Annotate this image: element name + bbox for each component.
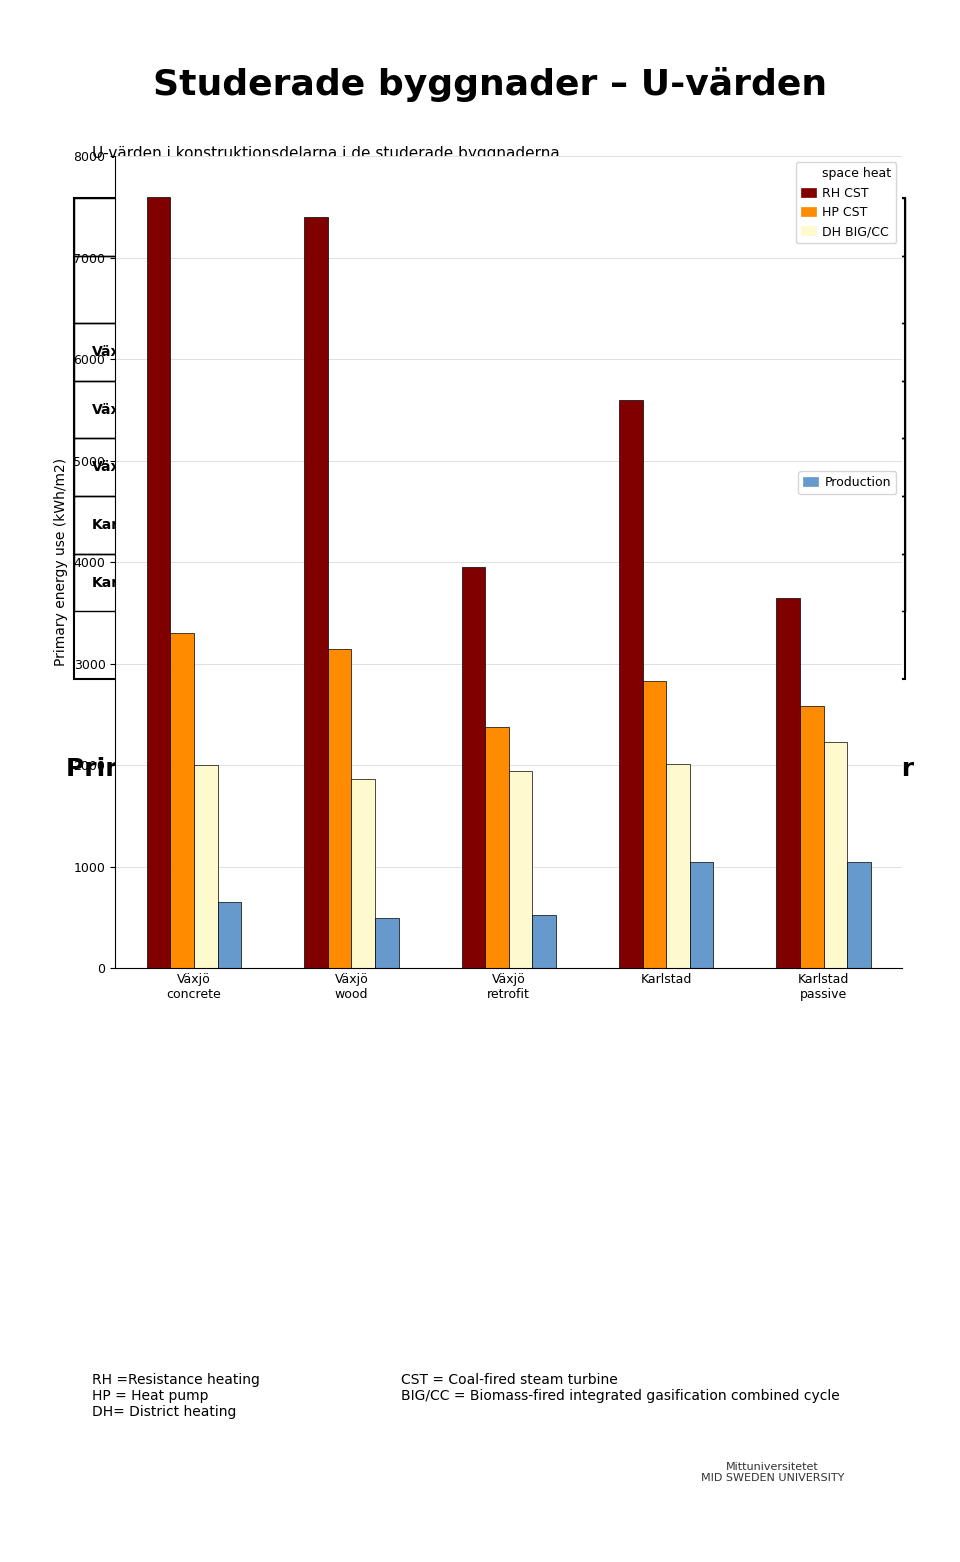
Bar (747, 381, 904, 439)
Text: 1,90: 1,90 (665, 345, 696, 359)
Bar (304, 217, 327, 968)
Text: Fönster: Fönster (655, 283, 707, 297)
Bar (340, 497, 481, 553)
Text: betong: betong (121, 345, 174, 359)
Text: 0,23: 0,23 (533, 461, 563, 475)
Text: Vinds-
bjälklag: Vinds- bjälklag (799, 275, 853, 305)
Bar (351, 778, 375, 968)
Text: 0,13: 0,13 (810, 345, 841, 359)
Text: 0,20: 0,20 (396, 461, 426, 475)
Bar (75, 381, 340, 439)
Text: 0,06: 0,06 (810, 575, 841, 589)
Bar (481, 381, 614, 439)
Bar (619, 400, 642, 968)
Bar (481, 323, 614, 381)
Bar (481, 256, 614, 323)
Text: 0,11: 0,11 (396, 575, 426, 589)
Text: U-värde (W/m²K): U-värde (W/m²K) (553, 219, 692, 236)
Bar (747, 553, 904, 611)
Bar (170, 634, 194, 968)
Bar (800, 706, 824, 968)
Text: 0,13: 0,13 (533, 519, 564, 533)
Text: 1,00: 1,00 (665, 519, 696, 533)
Bar (848, 862, 871, 968)
Text: 0,20: 0,20 (396, 345, 426, 359)
Bar (75, 256, 340, 323)
Bar (340, 439, 481, 497)
Bar (824, 742, 848, 968)
Text: 0,13: 0,13 (810, 461, 841, 475)
Bar (218, 903, 241, 968)
Bar (340, 256, 481, 323)
Y-axis label: Primary energy use (kWh/m2): Primary energy use (kWh/m2) (54, 458, 68, 667)
Bar (747, 323, 904, 381)
Text: Primärenergianvändning för att producera olika hus och för
byggnadsuppvärmning u: Primärenergianvändning för att producera… (65, 758, 914, 814)
Bar (462, 567, 485, 968)
Bar (194, 765, 218, 968)
Bar (666, 764, 690, 968)
Text: Väggar: Väggar (386, 283, 435, 297)
Text: Växjö: Växjö (92, 345, 135, 359)
Bar (777, 598, 800, 968)
Bar (690, 862, 713, 968)
Text: 0,06: 0,06 (810, 519, 841, 533)
Text: 0,20: 0,20 (396, 403, 426, 417)
Bar (614, 553, 747, 611)
Text: U-värden i konstruktionsdelarna i de studerade byggnaderna: U-värden i konstruktionsdelarna i de stu… (92, 145, 560, 161)
Bar (147, 197, 170, 968)
Legend: Production: Production (799, 472, 896, 494)
Text: Karlstad: Karlstad (92, 519, 158, 533)
Text: CST = Coal-fired steam turbine
BIG/CC = Biomass-fired integrated gasification co: CST = Coal-fired steam turbine BIG/CC = … (401, 1373, 840, 1403)
Text: passiv: passiv (138, 575, 186, 589)
Bar (340, 381, 481, 439)
Bar (614, 256, 747, 323)
Bar (485, 726, 509, 968)
Text: Golv: Golv (532, 283, 564, 297)
Bar (481, 553, 614, 611)
Bar (340, 198, 904, 256)
Text: 0,23: 0,23 (533, 345, 563, 359)
Bar (75, 439, 340, 497)
Text: 1,00: 1,00 (665, 461, 696, 475)
Bar (747, 439, 904, 497)
Bar (75, 198, 340, 256)
Text: 1,90: 1,90 (665, 403, 696, 417)
Text: Studerade byggnader – U-värden: Studerade byggnader – U-värden (153, 67, 827, 102)
Bar (747, 497, 904, 553)
Text: RH =Resistance heating
HP = Heat pump
DH= District heating: RH =Resistance heating HP = Heat pump DH… (92, 1373, 260, 1420)
Bar (614, 439, 747, 497)
Text: 0,11: 0,11 (396, 519, 426, 533)
Bar (614, 381, 747, 439)
Text: trä, förbättrat: trä, förbättrat (121, 461, 222, 475)
Text: Växjö: Växjö (92, 403, 135, 417)
Bar (481, 497, 614, 553)
Bar (340, 553, 481, 611)
Text: Växjö: Växjö (92, 461, 135, 475)
Bar (533, 915, 556, 968)
Text: 0,23: 0,23 (533, 403, 563, 417)
Text: 0,13: 0,13 (533, 575, 564, 589)
Bar (614, 323, 747, 381)
Bar (75, 198, 904, 678)
Bar (642, 681, 666, 968)
Bar (747, 256, 904, 323)
Bar (614, 497, 747, 553)
Text: Mittuniversitetet
MID SWEDEN UNIVERSITY: Mittuniversitetet MID SWEDEN UNIVERSITY (701, 1462, 844, 1484)
Bar (75, 323, 340, 381)
Bar (75, 553, 340, 611)
Bar (340, 323, 481, 381)
Bar (75, 497, 340, 553)
Text: Karlstad: Karlstad (92, 575, 158, 589)
Bar (375, 917, 398, 968)
Bar (509, 772, 533, 968)
Text: 1,00: 1,00 (665, 575, 696, 589)
Bar (481, 439, 614, 497)
Bar (327, 648, 351, 968)
Text: trä: trä (121, 403, 145, 417)
Text: 0,13: 0,13 (810, 403, 841, 417)
